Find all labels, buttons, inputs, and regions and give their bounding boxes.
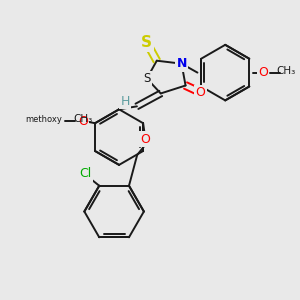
Text: methoxy: methoxy — [26, 115, 62, 124]
Text: O: O — [78, 115, 88, 128]
Text: S: S — [143, 72, 151, 85]
Text: O: O — [140, 133, 150, 146]
Text: S: S — [141, 35, 152, 50]
Text: Cl: Cl — [79, 167, 92, 180]
Text: N: N — [176, 57, 187, 70]
Text: O: O — [258, 66, 268, 79]
Text: O: O — [196, 86, 206, 99]
Text: CH₃: CH₃ — [277, 66, 296, 76]
Text: H: H — [120, 95, 130, 108]
Text: CH₃: CH₃ — [73, 114, 92, 124]
